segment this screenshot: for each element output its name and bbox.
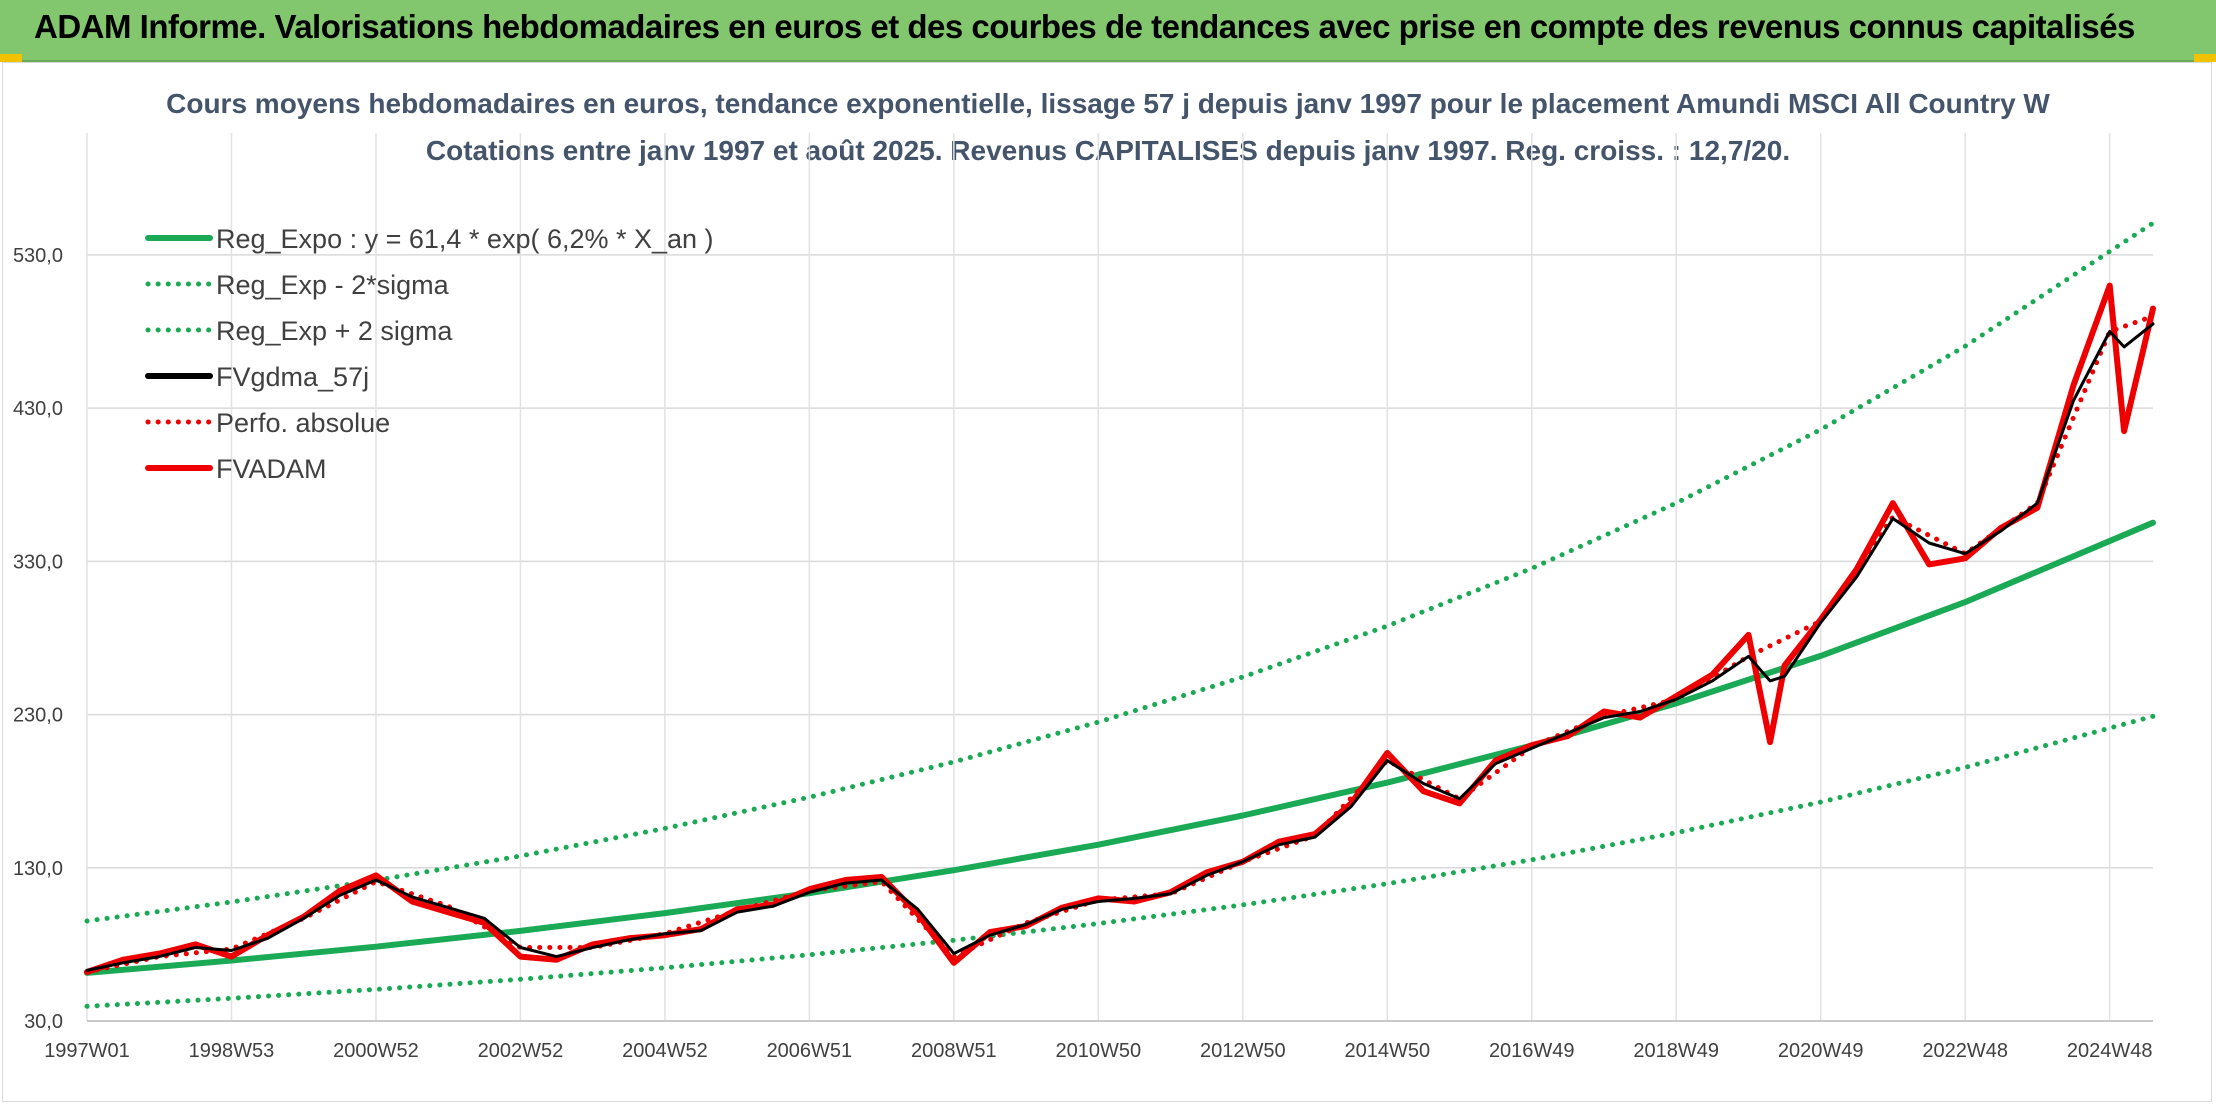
x-tick-label: 2008W51 xyxy=(911,1040,997,1062)
chart-title: Cours moyens hebdomadaires en euros, ten… xyxy=(166,88,2050,119)
y-tick-label: 430,0 xyxy=(13,398,63,420)
series-line-0 xyxy=(84,519,2156,976)
x-tick-label: 2004W52 xyxy=(622,1040,708,1062)
series-line-5 xyxy=(84,282,2156,975)
x-tick-label: 1997W01 xyxy=(44,1040,130,1062)
legend-label-2: Reg_Exp + 2 sigma xyxy=(216,316,453,346)
x-tick-label: 2020W49 xyxy=(1778,1040,1864,1062)
corner-accent-left xyxy=(0,54,22,62)
y-tick-label: 530,0 xyxy=(13,245,63,267)
chart-area: Cours moyens hebdomadaires en euros, ten… xyxy=(2,62,2212,1102)
legend-label-5: FVADAM xyxy=(216,454,327,484)
x-tick-label: 2002W52 xyxy=(478,1040,564,1062)
legend-label-1: Reg_Exp - 2*sigma xyxy=(216,270,450,300)
y-tick-label: 330,0 xyxy=(13,551,63,573)
axes: 30,0 130,0 230,0 330,0 430,0 530,0 1997W01 1998… xyxy=(13,245,2153,1062)
x-tick-label: 2010W50 xyxy=(1056,1040,1142,1062)
corner-accent-right xyxy=(2194,54,2216,62)
y-tick-label: 130,0 xyxy=(13,858,63,880)
chart-subtitle: Cotations entre janv 1997 et août 2025. … xyxy=(426,135,1790,166)
y-tick-label: 30,0 xyxy=(24,1011,63,1033)
report-title: ADAM Informe. Valorisations hebdomadaire… xyxy=(34,8,2135,45)
report-banner: ADAM Informe. Valorisations hebdomadaire… xyxy=(0,0,2216,62)
y-tick-label: 230,0 xyxy=(13,705,63,727)
chart-svg: Cours moyens hebdomadaires en euros, ten… xyxy=(13,88,2156,1062)
x-tick-label: 2006W51 xyxy=(767,1040,853,1062)
x-tick-label: 2024W48 xyxy=(2067,1040,2153,1062)
legend: Reg_Expo : y = 61,4 * exp( 6,2% * X_an )… xyxy=(145,224,714,484)
x-tick-label: 1998W53 xyxy=(189,1040,275,1062)
x-tick-label: 2016W49 xyxy=(1489,1040,1575,1062)
x-tick-label: 2014W50 xyxy=(1344,1040,1430,1062)
series-line-1 xyxy=(84,713,2156,1009)
series-lines xyxy=(84,220,2156,1009)
legend-label-4: Perfo. absolue xyxy=(216,408,390,438)
x-tick-label: 2018W49 xyxy=(1633,1040,1719,1062)
x-tick-label: 2012W50 xyxy=(1200,1040,1286,1062)
legend-label-3: FVgdma_57j xyxy=(216,362,369,392)
gridlines xyxy=(86,133,2153,1022)
series-line-3 xyxy=(85,322,2155,972)
x-tick-label: 2022W48 xyxy=(1922,1040,2008,1062)
series-line-2 xyxy=(84,220,2156,924)
legend-label-0: Reg_Expo : y = 61,4 * exp( 6,2% * X_an ) xyxy=(216,224,714,254)
x-tick-label: 2000W52 xyxy=(333,1040,419,1062)
